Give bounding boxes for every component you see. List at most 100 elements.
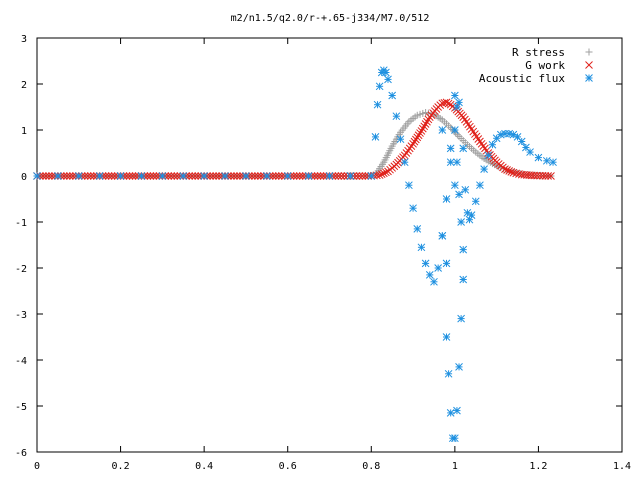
data-point (358, 172, 367, 180)
data-point (379, 169, 388, 178)
data-point (444, 99, 453, 108)
y-tick-label: 0 (21, 172, 27, 183)
data-point (268, 172, 277, 180)
data-point (256, 172, 265, 180)
data-point (242, 172, 250, 180)
data-point (277, 172, 286, 180)
data-point (538, 171, 547, 180)
data-point (125, 172, 134, 180)
data-point (137, 172, 146, 180)
data-point (438, 126, 447, 134)
data-point (421, 120, 430, 128)
data-point (274, 172, 283, 180)
data-point (377, 170, 386, 179)
data-point (459, 144, 468, 153)
data-point (128, 172, 137, 180)
data-point (340, 172, 349, 180)
data-point (400, 158, 409, 167)
x-tick-label: 0.6 (279, 461, 297, 472)
data-point (430, 277, 438, 286)
plot-frame (36, 37, 623, 453)
data-point (54, 172, 62, 180)
data-point (423, 117, 431, 126)
data-point (206, 172, 214, 180)
data-point (221, 172, 229, 180)
data-point (409, 204, 417, 213)
data-point (104, 172, 113, 180)
data-point (230, 172, 238, 180)
data-point (417, 243, 426, 252)
data-point (442, 259, 451, 268)
data-point (367, 172, 376, 180)
data-point (262, 172, 271, 180)
data-point (461, 185, 470, 194)
data-point (547, 172, 555, 180)
data-point (209, 172, 217, 180)
data-point (316, 172, 325, 180)
data-point (200, 172, 208, 180)
data-point (361, 172, 370, 180)
x-tick-label: 1.4 (613, 461, 631, 472)
data-point (310, 172, 319, 180)
data-point (420, 122, 429, 131)
data-point (101, 172, 110, 180)
data-point (451, 126, 459, 134)
data-point (95, 172, 104, 180)
x-tick-label: 0 (34, 461, 40, 472)
data-point (131, 172, 140, 180)
data-point (455, 98, 463, 107)
data-point (453, 158, 461, 167)
data-point (83, 172, 92, 180)
data-point (471, 197, 480, 206)
data-point (501, 165, 509, 173)
data-point (191, 172, 200, 180)
data-point (467, 211, 476, 219)
data-point (42, 172, 50, 180)
data-point (86, 172, 95, 180)
data-point (375, 171, 384, 179)
legend-marker (585, 61, 593, 69)
data-point (517, 137, 526, 146)
legend-marker (585, 74, 593, 82)
y-tick-label: -6 (15, 448, 27, 459)
data-point (417, 127, 426, 135)
data-point (355, 172, 364, 180)
data-point (271, 172, 280, 180)
data-point (413, 225, 422, 233)
data-point (313, 172, 322, 180)
data-point (254, 172, 262, 180)
data-point (413, 133, 422, 142)
legend-label: R stress (512, 46, 565, 59)
data-point (149, 172, 158, 180)
data-point (65, 172, 74, 180)
data-point (421, 259, 430, 268)
data-point (116, 172, 125, 180)
data-point (304, 172, 313, 180)
data-point (505, 167, 514, 175)
data-point (480, 165, 488, 173)
data-point (89, 172, 98, 180)
x-tick-label: 0.4 (195, 461, 213, 472)
x-tick-label: 0.2 (112, 461, 130, 472)
data-point (212, 172, 220, 180)
x-tick-label: 1 (452, 461, 458, 472)
series-layer (33, 66, 557, 443)
data-point (451, 434, 459, 443)
data-point (530, 171, 539, 180)
data-point (236, 172, 244, 180)
data-point (416, 129, 424, 137)
data-point (68, 172, 77, 180)
data-point (334, 172, 343, 180)
data-point (33, 172, 41, 180)
data-point (143, 172, 152, 180)
x-tick-label: 1.2 (529, 461, 547, 472)
y-tick-label: 1 (21, 126, 27, 137)
data-point (164, 172, 173, 180)
data-point (412, 135, 420, 144)
y-tick-label: 2 (21, 80, 27, 91)
data-point (337, 172, 346, 180)
y-tick-label: 3 (21, 34, 27, 45)
data-point (62, 172, 71, 180)
